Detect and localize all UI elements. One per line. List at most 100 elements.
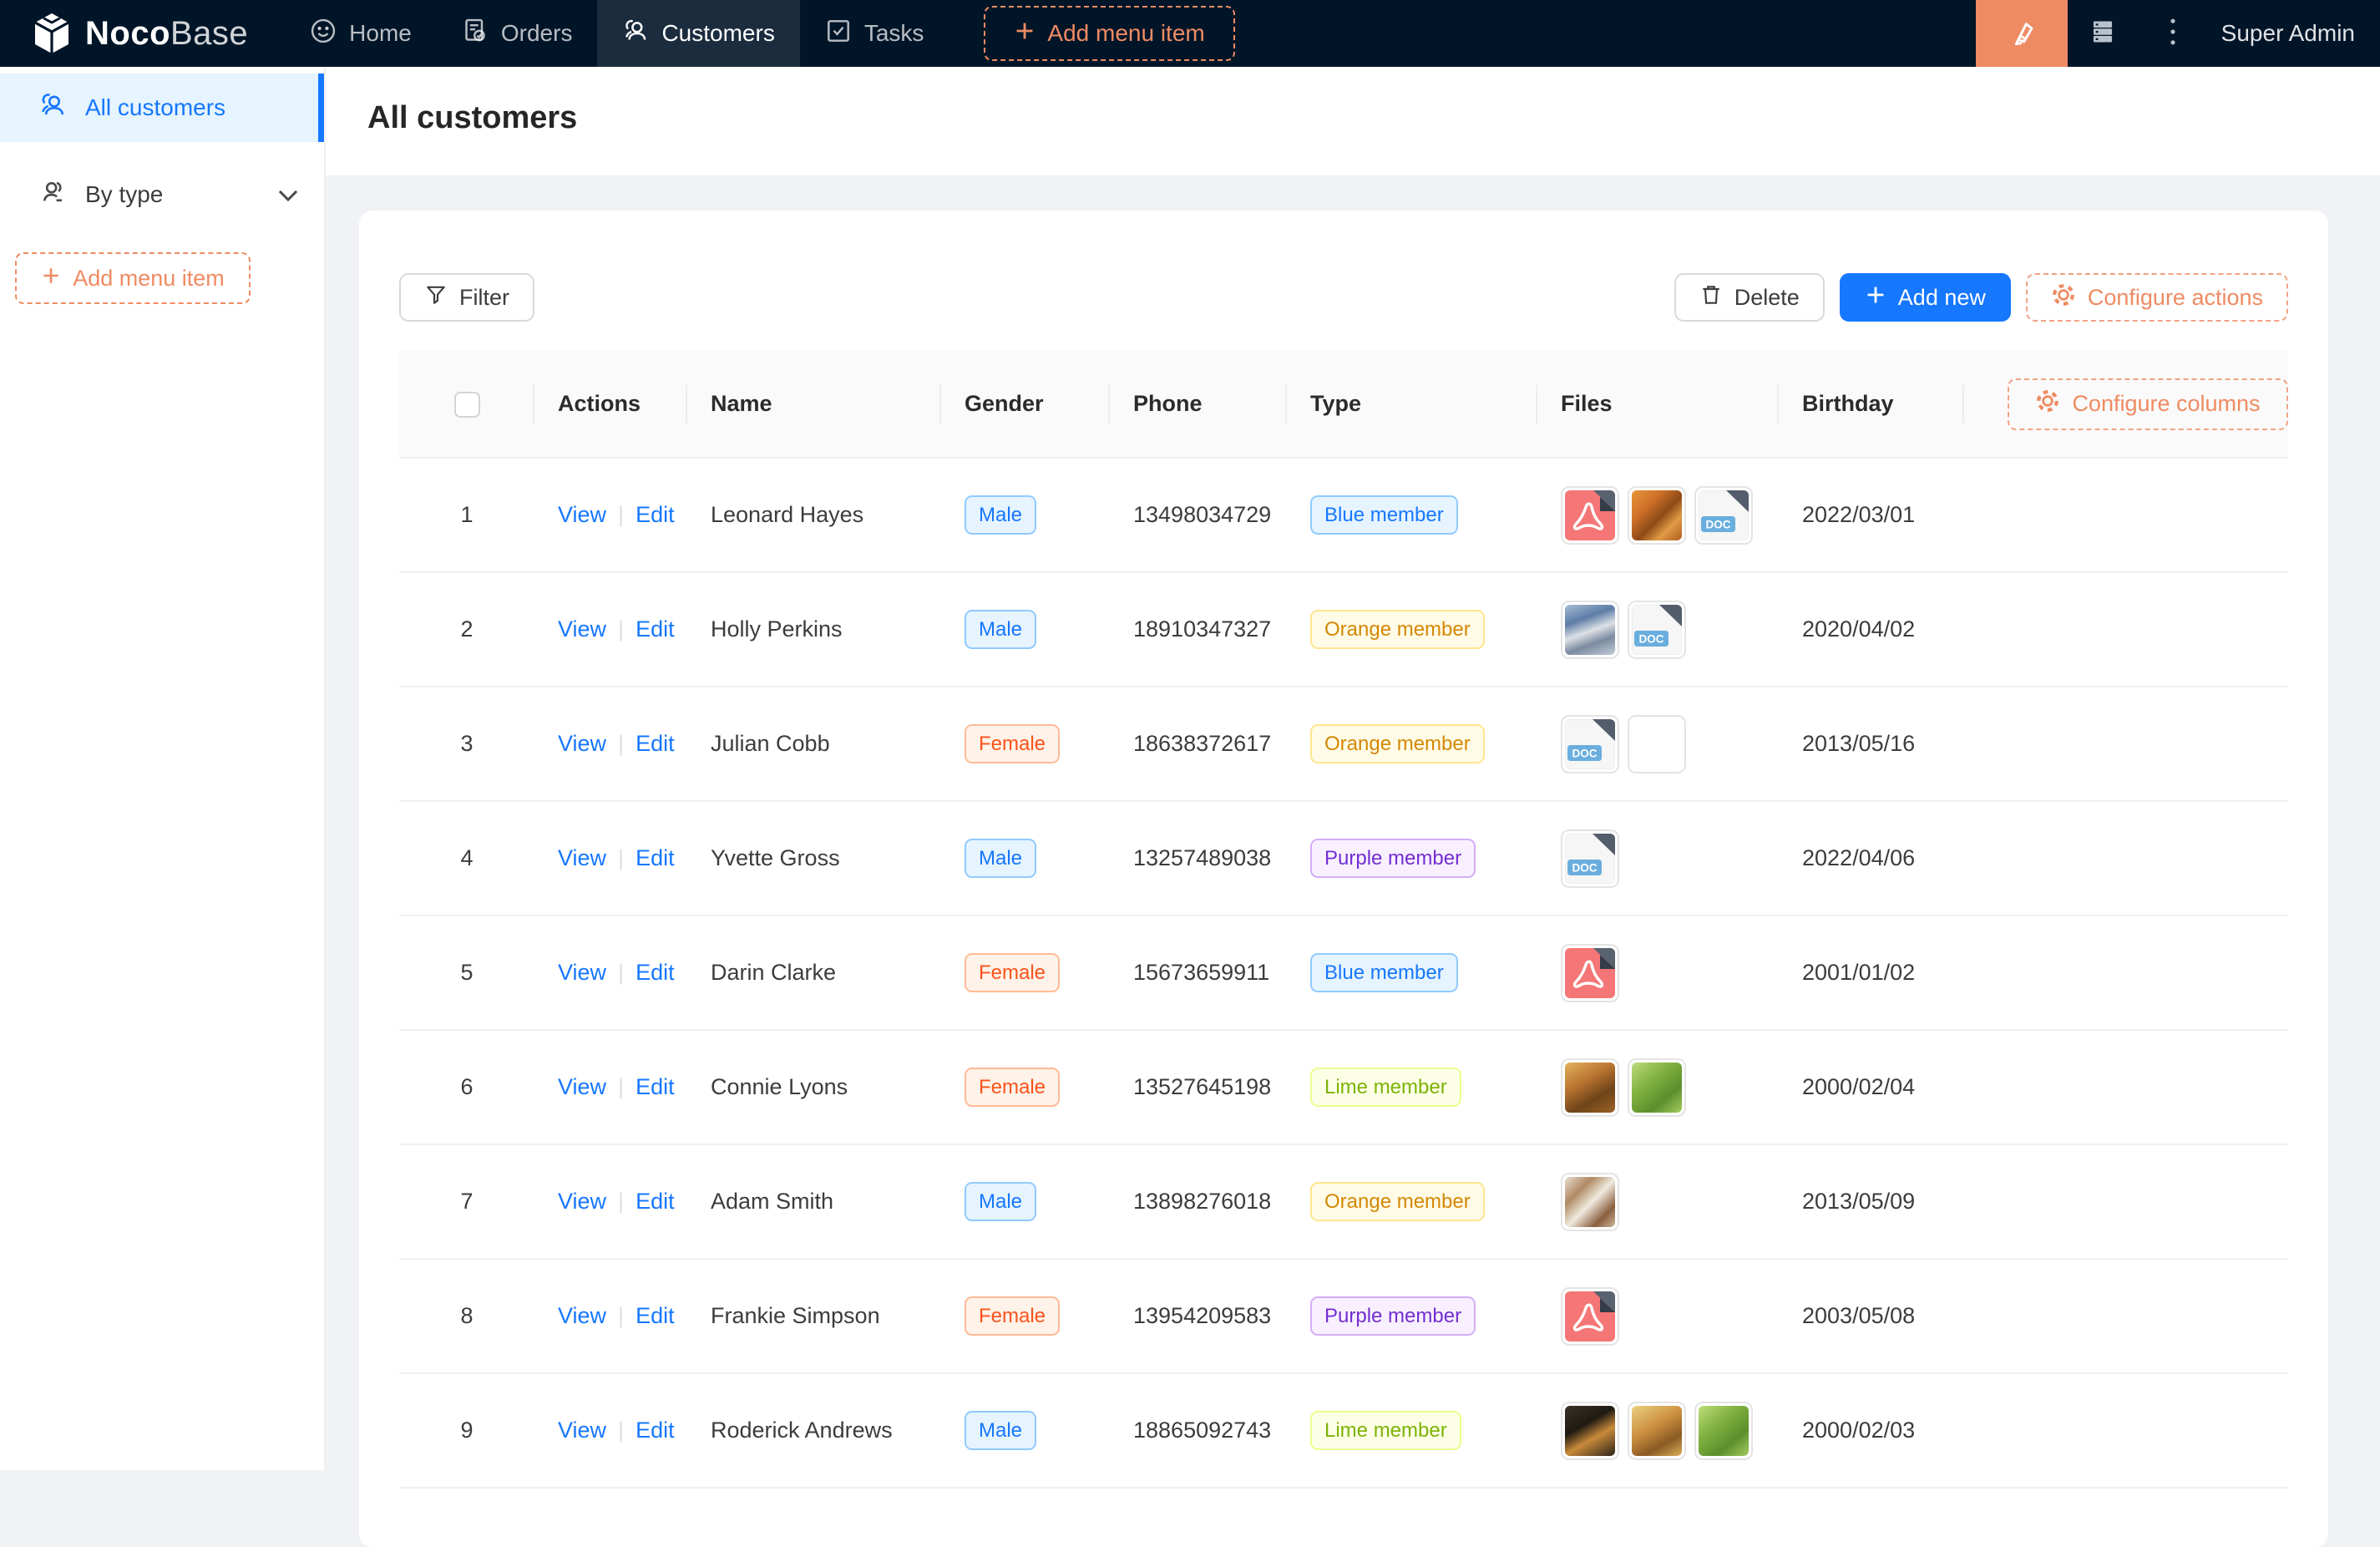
type-cell: Purple member	[1287, 1259, 1537, 1374]
image-file-thumbnail[interactable]	[1561, 1401, 1619, 1460]
view-link[interactable]: View	[558, 502, 607, 527]
delete-button[interactable]: Delete	[1674, 273, 1825, 322]
sidebar-add-menu-item-button[interactable]: Add menu item	[15, 252, 251, 304]
filter-button-label: Filter	[459, 284, 509, 310]
image-file-thumbnail[interactable]	[1694, 1401, 1753, 1460]
action-separator: |	[618, 616, 625, 642]
sidebar-add-menu-item-label: Add menu item	[73, 265, 225, 291]
nocobase-logo[interactable]: NocoBase	[0, 0, 285, 67]
image-file-thumbnail[interactable]	[1628, 1058, 1686, 1117]
image-file-thumbnail[interactable]	[1628, 1401, 1686, 1460]
view-link[interactable]: View	[558, 616, 607, 642]
action-separator: |	[618, 1074, 625, 1099]
gender-tag: Male	[965, 1181, 1037, 1222]
table-header: Actions Name Gender Phone Type Files Bir…	[399, 351, 2288, 459]
configure-actions-button[interactable]: Configure actions	[2025, 273, 2288, 322]
pdf-file-thumbnail[interactable]	[1561, 1286, 1619, 1346]
file-group: DOC	[1561, 600, 1770, 659]
filter-funnel-icon	[424, 283, 448, 312]
user-menu[interactable]: Super Admin	[2220, 20, 2355, 46]
more-menu-button[interactable]	[2138, 0, 2208, 67]
view-link[interactable]: View	[558, 1303, 607, 1328]
gender-cell: Male	[941, 572, 1110, 687]
configure-column-spacer	[1964, 572, 2288, 687]
row-index: 9	[399, 1373, 534, 1489]
sidebar-item-all-customers[interactable]: All customers	[0, 74, 324, 142]
select-all-checkbox[interactable]	[453, 391, 480, 418]
table-row: 9 View | Edit Roderick Andrews Male 1886509274…	[399, 1373, 2288, 1489]
nav-item-customers[interactable]: Customers	[597, 0, 800, 67]
edit-link[interactable]: Edit	[636, 1189, 675, 1214]
name-cell: Leonard Hayes	[687, 458, 941, 573]
view-link[interactable]: View	[558, 1074, 607, 1099]
sidebar-item-by-type[interactable]: By type	[0, 160, 324, 229]
column-header-actions: Actions	[534, 351, 687, 459]
row-actions: View | Edit	[534, 1144, 687, 1260]
member-type-tag: Orange member	[1310, 1181, 1485, 1222]
nav-item-home[interactable]: Home	[285, 0, 437, 67]
filter-button[interactable]: Filter	[399, 273, 534, 322]
gear-icon	[2035, 388, 2060, 419]
pdf-file-thumbnail[interactable]	[1561, 485, 1619, 545]
type-cell: Purple member	[1287, 801, 1537, 916]
table-row: 6 View | Edit Connie Lyons Female 13527645198 L…	[399, 1030, 2288, 1145]
edit-link[interactable]: Edit	[636, 731, 675, 756]
file-group	[1561, 943, 1770, 1002]
name-cell: Holly Perkins	[687, 572, 941, 687]
edit-link[interactable]: Edit	[636, 616, 675, 642]
phone-cell: 18638372617	[1110, 687, 1287, 802]
view-link[interactable]: View	[558, 845, 607, 870]
nav-right-cluster: Super Admin	[1975, 0, 2380, 67]
edit-link[interactable]: Edit	[636, 1303, 675, 1328]
doc-file-thumbnail[interactable]: DOC	[1628, 600, 1686, 659]
phone-cell: 13498034729	[1110, 458, 1287, 573]
add-new-button[interactable]: Add new	[1839, 273, 2011, 322]
table-row: 7 View | Edit Adam Smith Male 13898276018 Orang…	[399, 1144, 2288, 1260]
configure-column-spacer	[1964, 1259, 2288, 1374]
name-cell: Frankie Simpson	[687, 1259, 941, 1374]
gender-tag: Female	[965, 723, 1061, 764]
edit-link[interactable]: Edit	[636, 960, 675, 985]
gender-tag: Male	[965, 1410, 1037, 1451]
image-file-thumbnail[interactable]	[1628, 485, 1686, 545]
edit-link[interactable]: Edit	[636, 502, 675, 527]
configure-column-spacer	[1964, 1144, 2288, 1260]
people-icon	[622, 18, 649, 50]
member-type-tag: Orange member	[1310, 723, 1485, 764]
plugin-server-button[interactable]	[2068, 0, 2138, 67]
delete-button-label: Delete	[1734, 284, 1800, 310]
view-link[interactable]: View	[558, 1189, 607, 1214]
image-file-thumbnail[interactable]	[1561, 1172, 1619, 1231]
pdf-file-thumbnail[interactable]	[1561, 943, 1619, 1002]
action-separator: |	[618, 960, 625, 985]
sidebar-item-label: By type	[85, 181, 164, 207]
image-file-thumbnail[interactable]	[1628, 714, 1686, 774]
ui-editor-button[interactable]	[1975, 0, 2068, 67]
doc-file-thumbnail[interactable]: DOC	[1694, 485, 1753, 545]
view-link[interactable]: View	[558, 1418, 607, 1443]
configure-columns-button[interactable]: Configure columns	[2008, 378, 2288, 430]
member-type-tag: Purple member	[1310, 838, 1476, 879]
main-menu: Home Orders Cust	[285, 0, 949, 67]
doc-file-thumbnail[interactable]: DOC	[1561, 829, 1619, 888]
sidebar: All customers By type Add menu item	[0, 67, 326, 1470]
file-group: DOC	[1561, 829, 1770, 888]
nav-add-menu-item-button[interactable]: Add menu item	[984, 6, 1235, 61]
image-file-thumbnail[interactable]	[1561, 600, 1619, 659]
view-link[interactable]: View	[558, 731, 607, 756]
image-file-thumbnail[interactable]	[1561, 1058, 1619, 1117]
edit-link[interactable]: Edit	[636, 1074, 675, 1099]
gender-tag: Female	[965, 1296, 1061, 1337]
kebab-menu-icon	[2168, 17, 2178, 51]
edit-link[interactable]: Edit	[636, 845, 675, 870]
action-separator: |	[618, 1303, 625, 1328]
column-header-birthday: Birthday	[1779, 351, 1964, 459]
view-link[interactable]: View	[558, 960, 607, 985]
files-cell: DOC	[1537, 572, 1779, 687]
edit-link[interactable]: Edit	[636, 1418, 675, 1443]
nav-item-orders[interactable]: Orders	[437, 0, 598, 67]
doc-file-thumbnail[interactable]: DOC	[1561, 714, 1619, 774]
nav-item-tasks[interactable]: Tasks	[800, 0, 949, 67]
customers-table: Actions Name Gender Phone Type Files Bir…	[399, 351, 2288, 1489]
files-cell	[1537, 1373, 1779, 1489]
